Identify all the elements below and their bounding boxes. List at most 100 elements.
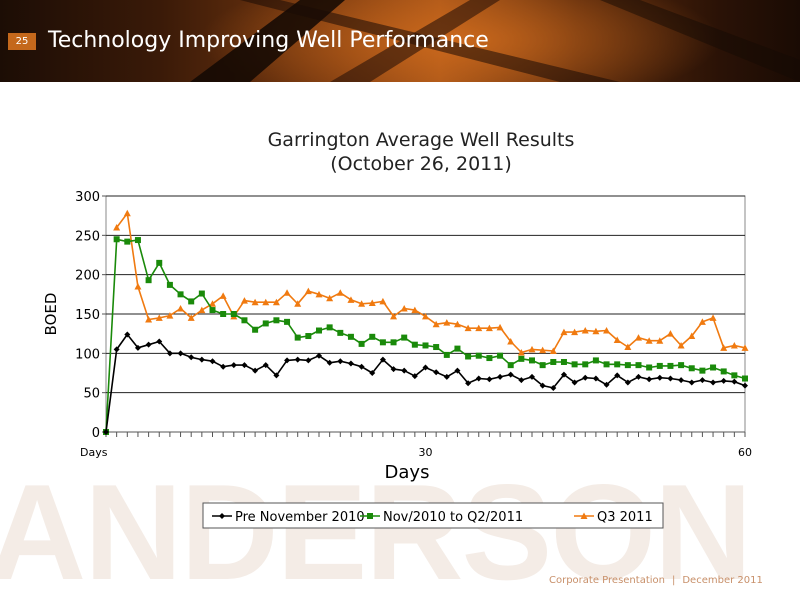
y-tick-label: 250 (75, 229, 100, 244)
x-axis-ticks: Days 30 60 (80, 431, 752, 459)
data-point (283, 289, 291, 296)
data-point (507, 362, 514, 369)
data-point (379, 356, 386, 363)
data-point (710, 379, 717, 386)
data-point (209, 358, 216, 365)
data-point (273, 317, 280, 324)
data-point (529, 357, 535, 364)
data-point (145, 341, 152, 348)
data-point (720, 377, 727, 384)
legend-marker (219, 513, 225, 519)
data-point (432, 320, 440, 328)
data-point (613, 336, 621, 343)
y-tick-label: 200 (75, 269, 100, 284)
data-point (443, 351, 450, 358)
data-point (198, 356, 205, 363)
data-point (635, 373, 642, 380)
data-point (560, 358, 567, 365)
data-point (549, 347, 557, 354)
data-point (507, 338, 515, 345)
data-point (443, 373, 450, 380)
data-point (518, 377, 525, 384)
data-point (241, 362, 248, 369)
data-point (646, 376, 653, 383)
data-point (252, 367, 259, 374)
data-point (614, 361, 621, 368)
data-point (262, 320, 269, 327)
series-lines (103, 209, 749, 435)
legend-item: Pre November 2010 (212, 510, 365, 525)
data-point (166, 312, 174, 319)
data-point (550, 358, 557, 365)
y-axis-label: BOED (42, 293, 60, 336)
data-point (188, 298, 195, 305)
data-point (230, 362, 237, 369)
data-point (666, 330, 674, 337)
data-point (358, 300, 366, 307)
data-point (134, 344, 141, 351)
data-point (635, 334, 642, 341)
data-point (113, 223, 121, 231)
data-point (209, 307, 216, 314)
legend-marker (580, 512, 588, 519)
data-point (124, 331, 131, 338)
data-point (465, 380, 472, 387)
gridlines (106, 195, 745, 394)
data-point (720, 368, 727, 375)
data-point (155, 314, 163, 321)
data-point (678, 362, 685, 369)
data-point (272, 298, 280, 306)
data-point (337, 329, 344, 336)
data-point (315, 290, 323, 298)
legend-label: Q3 2011 (597, 510, 653, 525)
data-point (571, 328, 579, 336)
data-point (518, 355, 525, 362)
data-point (304, 287, 312, 295)
data-point (443, 319, 451, 326)
data-point (326, 359, 333, 366)
y-tick-label: 100 (75, 347, 100, 362)
data-point (465, 353, 472, 360)
data-point (422, 312, 429, 320)
data-point (742, 382, 748, 389)
data-point (400, 304, 408, 312)
data-point (592, 327, 600, 335)
data-point (539, 346, 547, 354)
data-point (113, 346, 120, 353)
data-point (166, 350, 173, 357)
slide-number-badge: 25 (8, 33, 36, 50)
y-tick-label: 300 (75, 190, 100, 205)
data-point (103, 429, 109, 435)
data-point (240, 297, 248, 304)
data-point (209, 300, 216, 307)
data-point (316, 327, 322, 334)
data-point (113, 236, 120, 243)
data-point (401, 334, 408, 341)
data-point (336, 289, 344, 296)
x-tick-label: 60 (738, 446, 752, 459)
data-point (177, 291, 184, 298)
data-point (603, 361, 610, 368)
data-point (368, 299, 376, 306)
data-point (262, 362, 269, 369)
data-point (347, 333, 354, 340)
data-point (582, 374, 589, 381)
data-point (646, 364, 653, 371)
data-point (656, 362, 663, 369)
data-point (485, 324, 493, 332)
footer-separator: | (671, 575, 676, 586)
y-axis-ticks: 0 50 100 150 200 250 300 (75, 190, 106, 441)
data-point (358, 340, 365, 347)
data-point (145, 277, 152, 284)
data-point (592, 375, 599, 382)
data-point (316, 352, 322, 359)
data-point (273, 372, 280, 379)
data-point (528, 345, 536, 353)
chart-title-line-1: Garrington Average Well Results (268, 129, 575, 151)
data-point (698, 318, 706, 325)
x-tick-label: Days (80, 446, 108, 459)
banner-background-art (190, 0, 800, 82)
data-point (742, 375, 748, 382)
data-point (454, 367, 461, 374)
data-point (123, 209, 131, 217)
